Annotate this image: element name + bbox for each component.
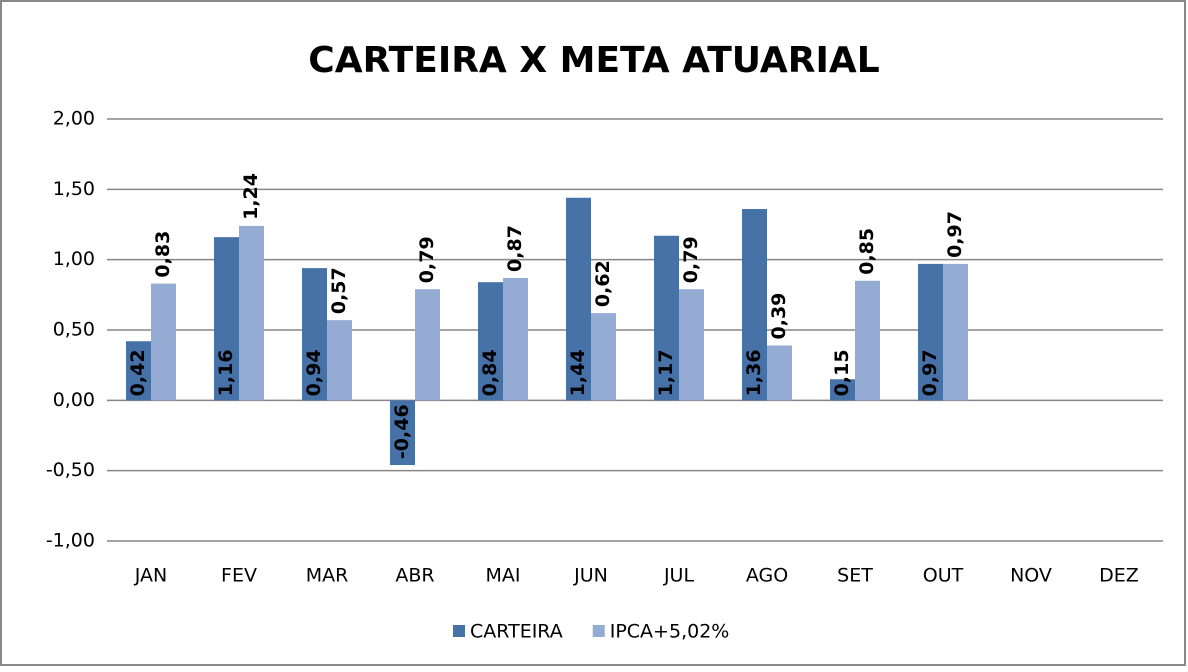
data-label: 0,87 bbox=[504, 225, 526, 272]
data-label: -0,46 bbox=[391, 404, 413, 459]
bar bbox=[415, 289, 440, 401]
data-label: 0,39 bbox=[768, 293, 790, 340]
bar bbox=[742, 209, 767, 401]
x-tick-label: FEV bbox=[221, 565, 257, 587]
data-label: 1,44 bbox=[567, 349, 589, 396]
y-tick-label: 0,50 bbox=[53, 319, 95, 341]
chart-title: CARTEIRA X META ATUARIAL bbox=[308, 40, 879, 81]
bar bbox=[327, 320, 352, 401]
data-label: 1,24 bbox=[240, 173, 262, 220]
bar bbox=[239, 225, 264, 401]
bar bbox=[654, 235, 679, 401]
y-tick-label: -1,00 bbox=[46, 530, 95, 552]
data-label: 0,94 bbox=[303, 349, 325, 396]
x-tick-label: MAR bbox=[306, 565, 349, 587]
legend-swatch bbox=[453, 625, 465, 637]
data-label: 0,42 bbox=[127, 349, 149, 396]
data-label: 0,57 bbox=[328, 267, 350, 314]
bar bbox=[126, 341, 151, 401]
x-tick-label: SET bbox=[837, 565, 873, 587]
data-label: 1,17 bbox=[655, 349, 677, 396]
data-label: 0,62 bbox=[592, 260, 614, 307]
data-label: 0,97 bbox=[944, 211, 966, 258]
data-label: 0,97 bbox=[919, 349, 941, 396]
bar bbox=[943, 263, 968, 401]
data-label: 0,15 bbox=[831, 349, 853, 396]
legend-label: IPCA+5,02% bbox=[610, 621, 730, 643]
data-label: 1,16 bbox=[215, 349, 237, 396]
bar bbox=[390, 400, 415, 466]
bar bbox=[830, 379, 855, 401]
bar bbox=[302, 268, 327, 401]
bar bbox=[478, 282, 503, 401]
x-tick-label: OUT bbox=[923, 565, 964, 587]
data-label: 0,85 bbox=[856, 228, 878, 275]
x-tick-label: AGO bbox=[746, 565, 788, 587]
y-tick-label: 1,00 bbox=[53, 248, 95, 270]
data-label: 1,36 bbox=[743, 349, 765, 396]
data-label: 0,79 bbox=[680, 236, 702, 283]
bar bbox=[214, 237, 239, 401]
x-tick-label: DEZ bbox=[1099, 565, 1139, 587]
x-tick-label: NOV bbox=[1010, 565, 1052, 587]
y-tick-label: 1,50 bbox=[53, 178, 95, 200]
x-tick-label: ABR bbox=[395, 565, 434, 587]
legend-label: CARTEIRA bbox=[470, 621, 563, 643]
legend-swatch bbox=[592, 625, 605, 637]
x-tick-label: JUN bbox=[573, 565, 608, 587]
data-label: 0,79 bbox=[416, 236, 438, 283]
bar bbox=[855, 280, 880, 401]
x-tick-label: JAN bbox=[134, 565, 167, 587]
data-label: 0,83 bbox=[152, 231, 174, 278]
data-label: 0,84 bbox=[479, 349, 501, 396]
bar bbox=[151, 283, 176, 401]
bar bbox=[767, 345, 792, 401]
x-tick-label: JUL bbox=[663, 565, 695, 587]
y-tick-label: 2,00 bbox=[53, 108, 95, 130]
x-tick-label: MAI bbox=[486, 565, 521, 587]
y-tick-label: -0,50 bbox=[46, 459, 95, 481]
y-tick-label: 0,00 bbox=[53, 389, 95, 411]
bar bbox=[566, 197, 591, 401]
bar bbox=[591, 313, 616, 401]
bar bbox=[503, 277, 528, 401]
bar bbox=[679, 289, 704, 401]
bar bbox=[918, 263, 943, 401]
